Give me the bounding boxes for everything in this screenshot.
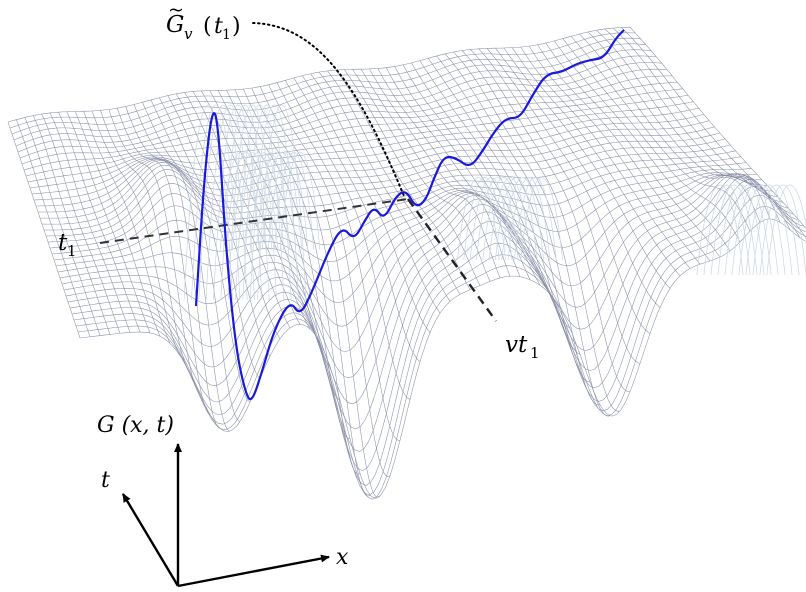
t-axis-arrow xyxy=(121,493,180,587)
t1-main: t xyxy=(58,230,68,256)
gv-arg-close: ) xyxy=(232,14,241,39)
translucent-peaks xyxy=(183,104,806,301)
gv-tilde: ~ xyxy=(168,0,184,21)
vt1-main: vt xyxy=(505,332,528,358)
t1-label: t 1 xyxy=(58,230,77,260)
t1-sub: 1 xyxy=(67,242,77,260)
wireframe-surface xyxy=(7,26,806,500)
vt1-sub: 1 xyxy=(530,344,540,362)
gv-curve xyxy=(194,29,625,401)
x-axis-label: x xyxy=(336,545,349,570)
t1-dashed-line xyxy=(99,198,409,244)
vt1-label: vt 1 xyxy=(505,332,540,362)
gv-sub: v xyxy=(184,25,193,43)
vt1-dashed-line xyxy=(407,198,497,322)
x-axis-arrow xyxy=(177,554,330,588)
g-axis-label: G (x, t) xyxy=(97,413,174,438)
gv-label: G ~ v ( t 1 ) xyxy=(166,0,241,43)
gv-arg-t: t xyxy=(214,14,223,39)
t-axis-label: t xyxy=(101,468,110,493)
axes: G (x, t) t x xyxy=(97,413,349,588)
gv-arg-open: ( xyxy=(196,14,212,39)
gv-arg-sub: 1 xyxy=(222,27,231,43)
gv-symbol: G xyxy=(166,12,184,38)
gv-leader-dotted xyxy=(252,22,405,197)
